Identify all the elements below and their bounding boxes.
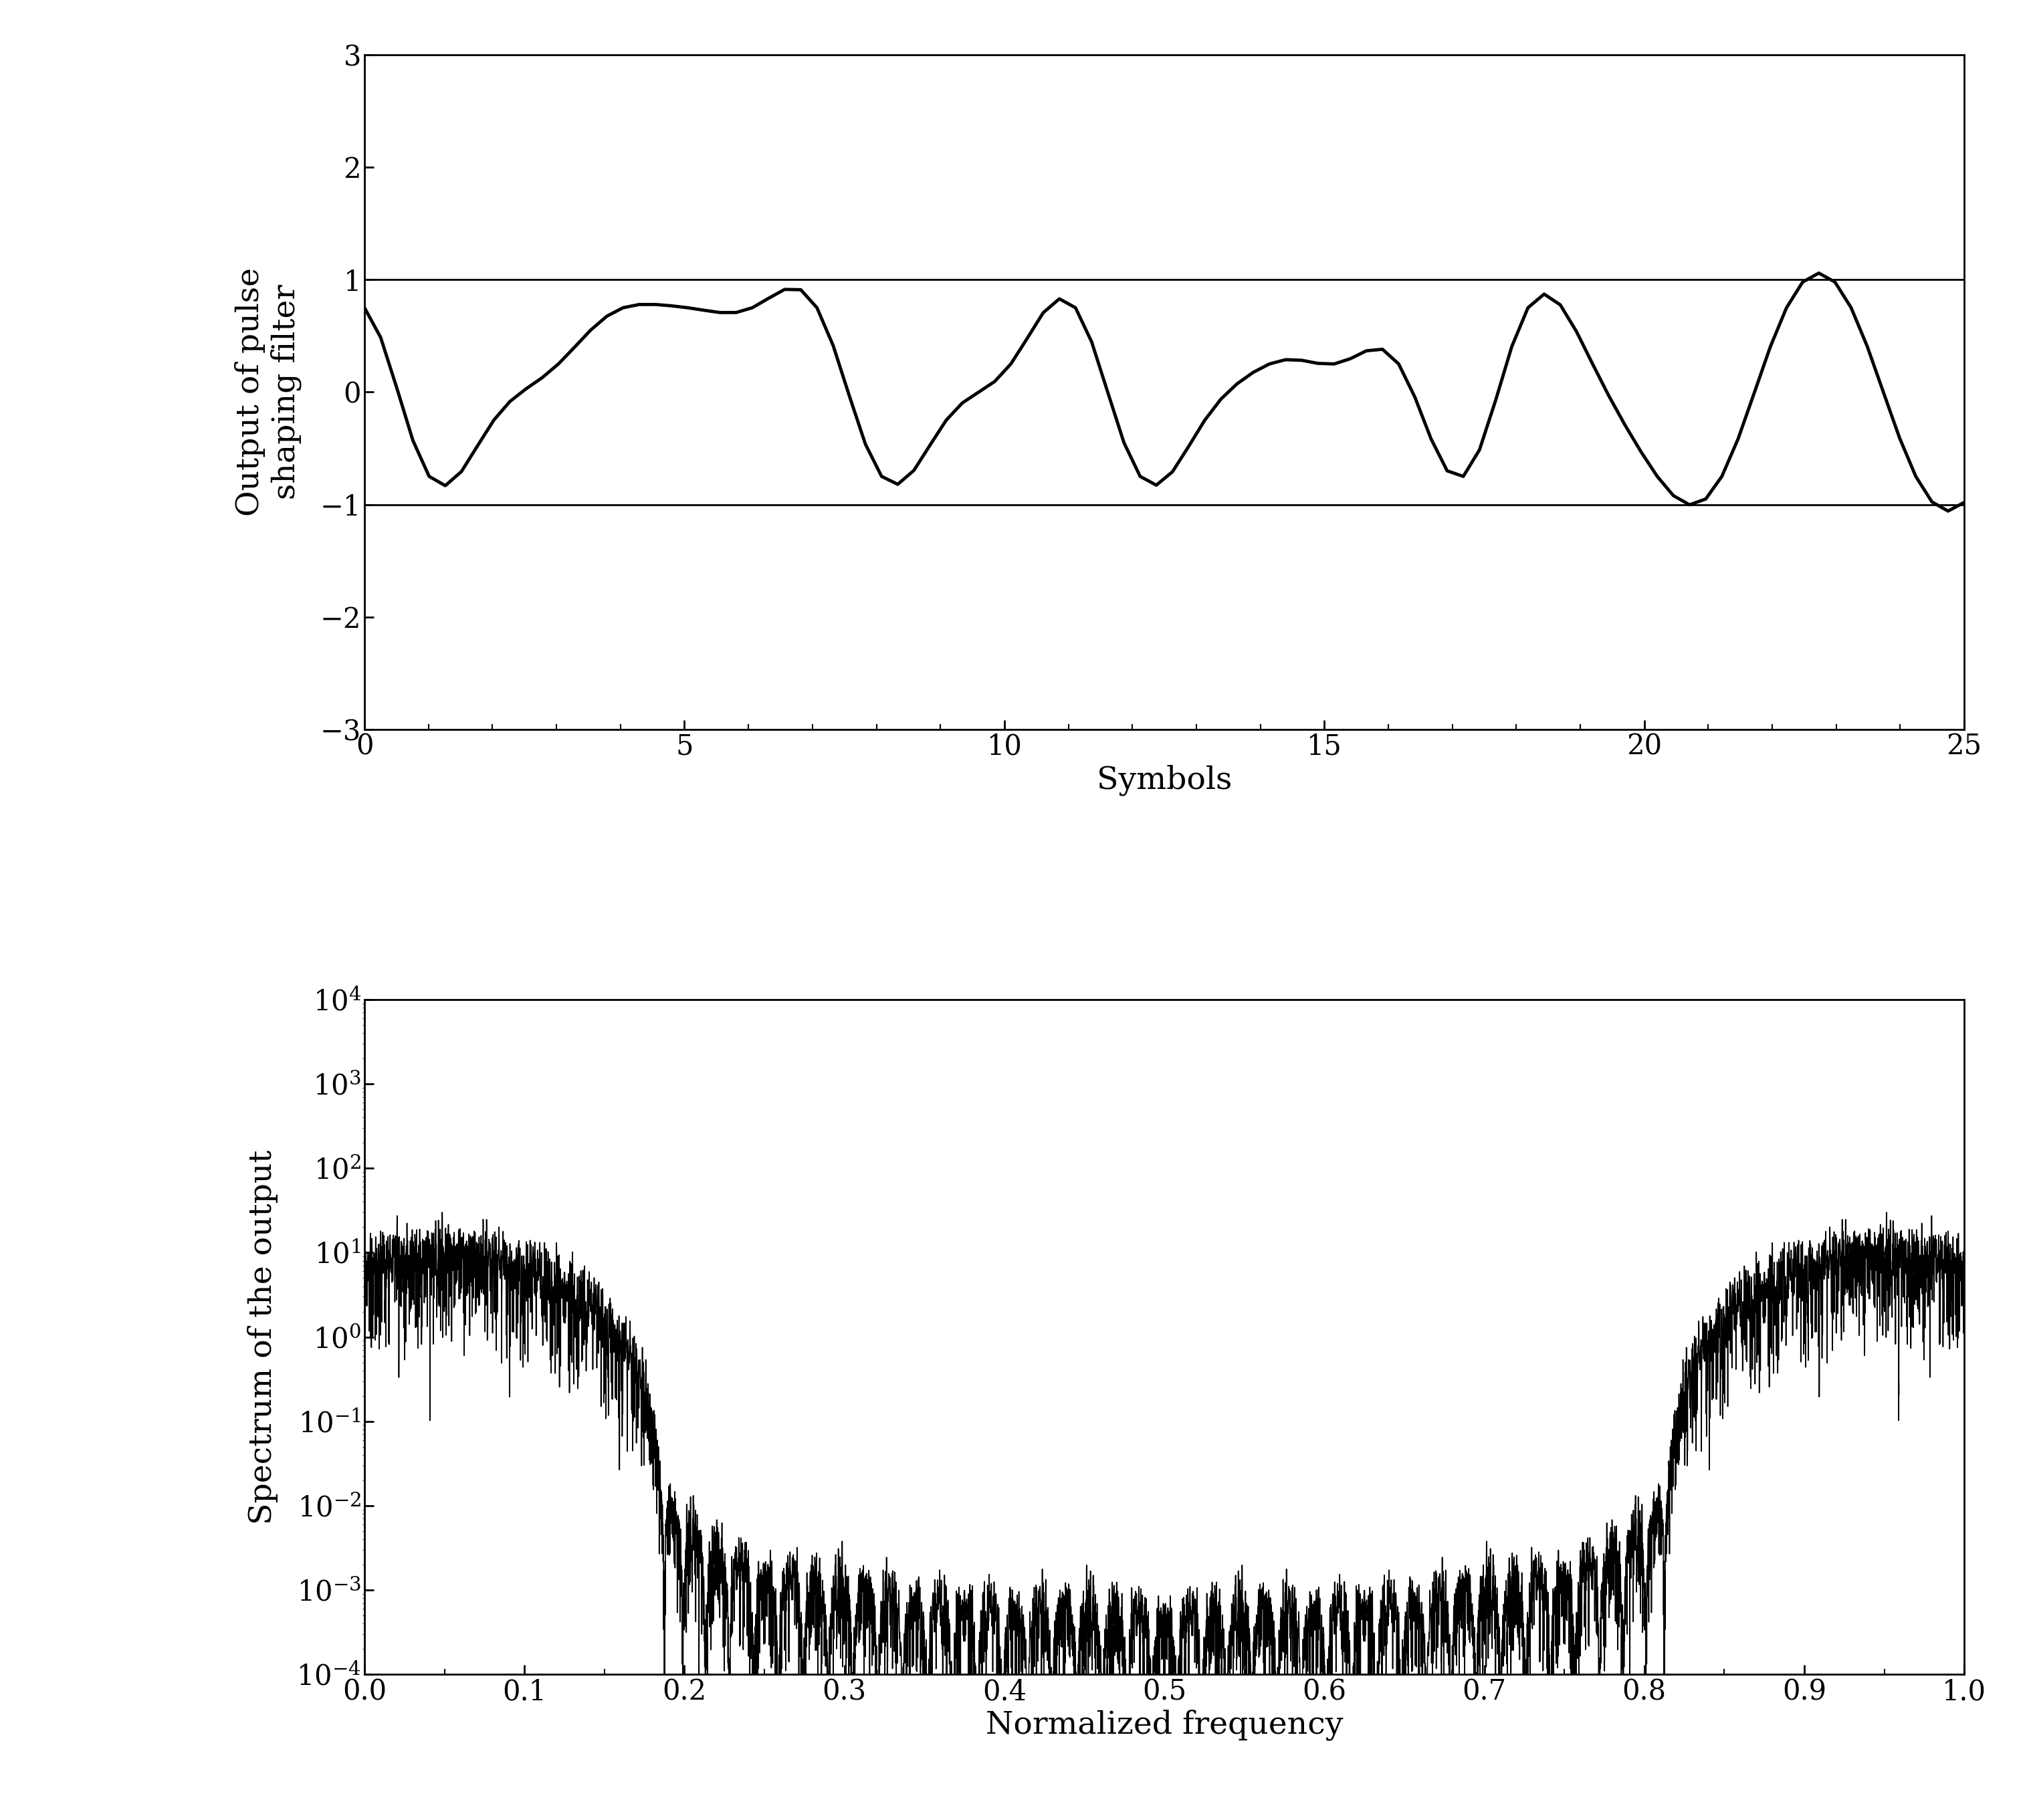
Y-axis label: Output of pulse
shaping filter: Output of pulse shaping filter <box>235 268 302 517</box>
X-axis label: Normalized frequency: Normalized frequency <box>986 1709 1343 1740</box>
Y-axis label: Spectrum of the output: Spectrum of the output <box>247 1150 277 1525</box>
X-axis label: Symbols: Symbols <box>1098 764 1231 795</box>
